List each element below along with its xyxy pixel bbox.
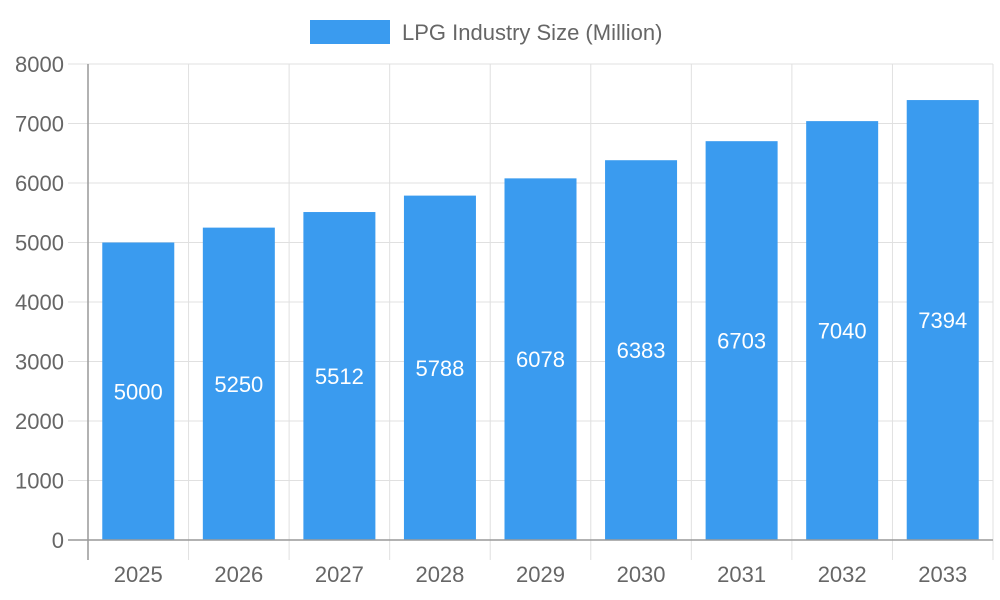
data-label: 6383 [617, 338, 666, 363]
data-label: 5788 [415, 356, 464, 381]
data-label: 5250 [214, 372, 263, 397]
legend-swatch [310, 20, 390, 44]
legend-label: LPG Industry Size (Million) [402, 20, 662, 45]
bar [202, 227, 275, 540]
x-tick-label: 2025 [114, 562, 163, 587]
bar [504, 178, 577, 540]
y-tick-label: 0 [52, 528, 64, 553]
x-tick-label: 2026 [214, 562, 263, 587]
x-tick-label: 2031 [717, 562, 766, 587]
bar [303, 212, 376, 540]
bar [403, 195, 476, 540]
bar [102, 242, 175, 540]
y-tick-label: 4000 [15, 290, 64, 315]
y-tick-label: 3000 [15, 350, 64, 375]
bars: 5000 5250 5512 5788 6078 6383 6703 7040 7394 [102, 100, 979, 541]
y-tick-label: 5000 [15, 231, 64, 256]
x-tick-label: 2030 [617, 562, 666, 587]
y-tick-label: 1000 [15, 469, 64, 494]
y-tick-label: 2000 [15, 409, 64, 434]
y-tick-label: 8000 [15, 52, 64, 77]
data-label: 6078 [516, 347, 565, 372]
data-label: 6703 [717, 329, 766, 354]
x-tick-label: 2029 [516, 562, 565, 587]
x-tick-label: 2027 [315, 562, 364, 587]
bar [806, 121, 879, 541]
bar [605, 160, 678, 541]
x-tick-label: 2033 [918, 562, 967, 587]
data-label: 5512 [315, 364, 364, 389]
legend[interactable]: LPG Industry Size (Million) [310, 20, 662, 45]
y-tick-label: 6000 [15, 171, 64, 196]
data-label: 5000 [114, 379, 163, 404]
axes: 0 1000 2000 3000 4000 5000 6000 7000 8000 2025 202… [15, 52, 993, 587]
bar [906, 100, 979, 540]
bar [705, 141, 778, 540]
x-tick-label: 2028 [415, 562, 464, 587]
data-label: 7040 [818, 319, 867, 344]
x-tick-label: 2032 [818, 562, 867, 587]
y-tick-label: 7000 [15, 112, 64, 137]
data-label: 7394 [918, 308, 967, 333]
